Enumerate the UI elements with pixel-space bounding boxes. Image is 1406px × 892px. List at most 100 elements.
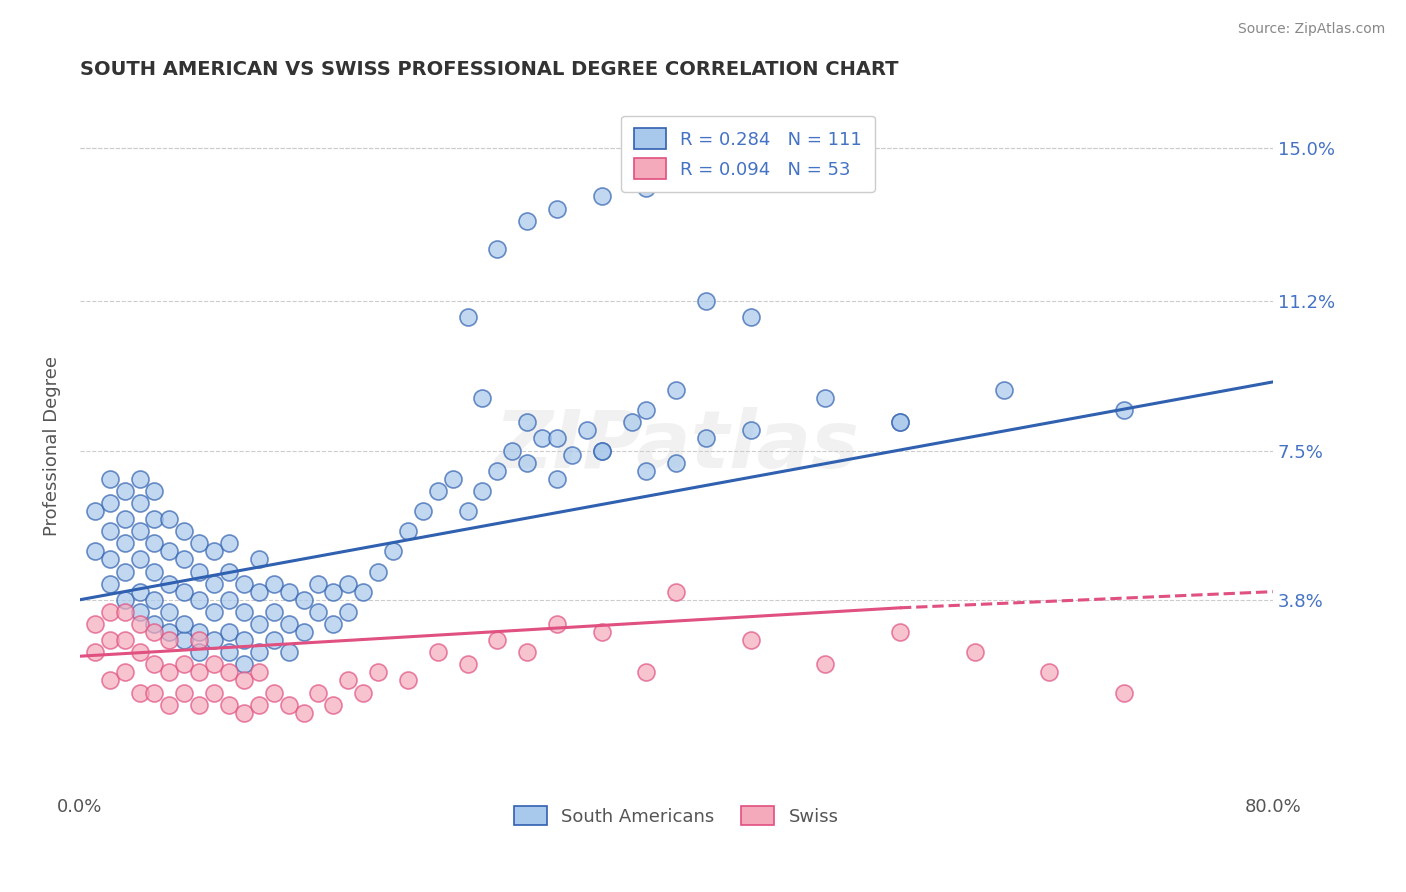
Point [143, 483, 166, 498]
Point [352, 685, 374, 699]
Point [128, 552, 150, 566]
Point [501, 443, 523, 458]
Point [143, 592, 166, 607]
Point [128, 472, 150, 486]
Point [114, 665, 136, 680]
Point [322, 698, 344, 712]
Point [188, 698, 211, 712]
Point [232, 605, 254, 619]
Point [83, 544, 105, 558]
Point [218, 665, 240, 680]
Point [1112, 403, 1135, 417]
Point [157, 625, 180, 640]
Point [98, 496, 121, 510]
Point [98, 552, 121, 566]
Point [263, 605, 285, 619]
Point [114, 633, 136, 648]
Point [173, 685, 195, 699]
Point [157, 665, 180, 680]
Point [202, 633, 225, 648]
Point [636, 181, 658, 195]
Point [247, 645, 270, 659]
Point [591, 443, 613, 458]
Point [188, 565, 211, 579]
Point [247, 665, 270, 680]
Point [546, 202, 568, 216]
Point [486, 633, 509, 648]
Point [396, 524, 419, 538]
Point [546, 431, 568, 445]
Point [457, 657, 479, 672]
Point [620, 415, 643, 429]
Point [143, 565, 166, 579]
Point [307, 605, 329, 619]
Point [157, 605, 180, 619]
Point [157, 512, 180, 526]
Point [218, 565, 240, 579]
Point [143, 536, 166, 550]
Point [188, 665, 211, 680]
Point [263, 685, 285, 699]
Point [263, 633, 285, 648]
Point [157, 698, 180, 712]
Point [337, 673, 360, 688]
Point [128, 605, 150, 619]
Point [143, 685, 166, 699]
Point [157, 544, 180, 558]
Point [307, 685, 329, 699]
Legend: South Americans, Swiss: South Americans, Swiss [508, 799, 845, 833]
Point [457, 504, 479, 518]
Point [98, 576, 121, 591]
Point [232, 706, 254, 720]
Text: SOUTH AMERICAN VS SWISS PROFESSIONAL DEGREE CORRELATION CHART: SOUTH AMERICAN VS SWISS PROFESSIONAL DEG… [80, 60, 898, 78]
Point [322, 584, 344, 599]
Text: Source: ZipAtlas.com: Source: ZipAtlas.com [1237, 22, 1385, 37]
Point [218, 536, 240, 550]
Point [114, 536, 136, 550]
Point [277, 616, 299, 631]
Point [173, 633, 195, 648]
Point [202, 685, 225, 699]
Point [128, 524, 150, 538]
Point [352, 584, 374, 599]
Point [636, 403, 658, 417]
Point [128, 496, 150, 510]
Point [814, 391, 837, 405]
Point [173, 616, 195, 631]
Point [441, 472, 464, 486]
Point [188, 633, 211, 648]
Point [114, 565, 136, 579]
Point [173, 657, 195, 672]
Point [232, 673, 254, 688]
Text: ZIPatlas: ZIPatlas [494, 408, 859, 485]
Point [128, 645, 150, 659]
Point [157, 576, 180, 591]
Point [218, 645, 240, 659]
Point [232, 657, 254, 672]
Point [471, 483, 494, 498]
Point [232, 633, 254, 648]
Point [232, 576, 254, 591]
Point [114, 512, 136, 526]
Point [277, 698, 299, 712]
Point [337, 605, 360, 619]
Point [247, 552, 270, 566]
Point [457, 310, 479, 325]
Point [636, 464, 658, 478]
Point [367, 665, 389, 680]
Point [963, 645, 986, 659]
Point [516, 213, 538, 227]
Point [695, 431, 717, 445]
Point [143, 657, 166, 672]
Point [202, 657, 225, 672]
Point [143, 616, 166, 631]
Point [546, 616, 568, 631]
Point [993, 383, 1015, 397]
Point [636, 665, 658, 680]
Point [889, 415, 911, 429]
Point [98, 673, 121, 688]
Point [396, 673, 419, 688]
Point [486, 242, 509, 256]
Point [247, 698, 270, 712]
Point [98, 633, 121, 648]
